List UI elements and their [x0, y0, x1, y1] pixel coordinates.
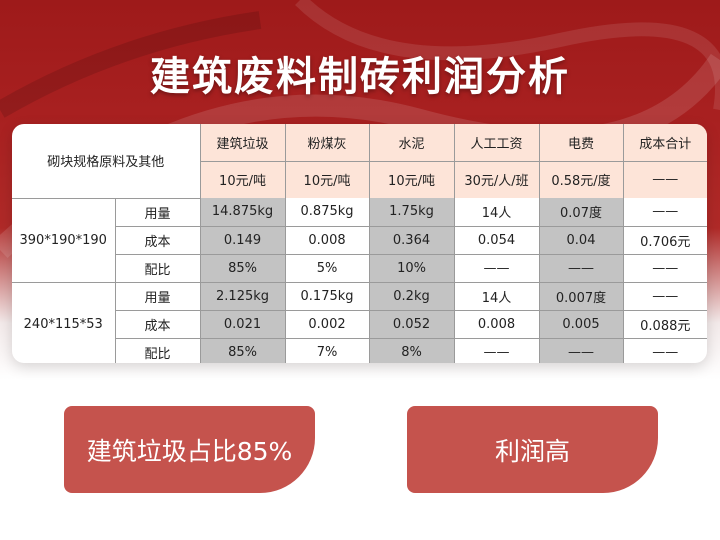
table-cell: 0.008 — [453, 309, 540, 339]
table-cell: 14人 — [453, 198, 540, 227]
table-cell: 0.04 — [538, 225, 624, 255]
table-cell: 0.175kg — [284, 281, 370, 311]
table-row: 成本 0.021 0.002 0.052 0.008 0.005 0.088元 — [12, 309, 707, 339]
table-row: 390*190*190 用量 14.875kg 0.875kg 1.75kg 14人 0.0… — [12, 198, 707, 283]
table-cell: 1.75kg — [368, 198, 455, 227]
row-label: 用量 — [114, 281, 201, 311]
table-cell: 0.021 — [199, 309, 286, 339]
table-cell: 5% — [284, 253, 370, 283]
table-cell: 10% — [368, 253, 455, 283]
table-cell: 0.008 — [284, 225, 370, 255]
table-row: 配比 85% 7% 8% —— —— —— — [12, 337, 707, 363]
header-row: 砌块规格原料及其他 建筑垃圾 粉煤灰 水泥 人工工资 电费 成本合计 — [12, 124, 707, 199]
table-cell: 0.149 — [199, 225, 286, 255]
table-row: 成本 0.149 0.008 0.364 0.054 0.04 0.706元 — [12, 225, 707, 255]
spec-cell: 240*115*53 — [12, 281, 116, 363]
profit-table-card: 砌块规格原料及其他 建筑垃圾 粉煤灰 水泥 人工工资 电费 成本合计 10元/吨… — [12, 124, 707, 363]
table-cell: 14人 — [453, 281, 540, 311]
profit-table: 砌块规格原料及其他 建筑垃圾 粉煤灰 水泥 人工工资 电费 成本合计 10元/吨… — [12, 124, 707, 363]
waste-ratio-button[interactable]: 建筑垃圾占比85% — [64, 406, 315, 493]
col-header: 成本合计 — [622, 124, 707, 162]
price-cell: 10元/吨 — [200, 160, 286, 198]
table-row: 240*115*53 用量 2.125kg 0.175kg 0.2kg 14人 0.007度… — [12, 281, 707, 363]
page-title: 建筑废料制砖利润分析 — [150, 54, 570, 100]
table-cell: 2.125kg — [199, 281, 286, 311]
row-label: 成本 — [115, 309, 201, 339]
table-cell: —— — [538, 337, 624, 363]
table-cell: 0.364 — [368, 225, 455, 255]
table-cell: —— — [622, 281, 707, 311]
table-cell: 0.005 — [538, 309, 624, 339]
price-cell: 30元/人/班 — [453, 160, 540, 198]
price-row: 10元/吨 10元/吨 10元/吨 30元/人/班 0.58元/度 —— — [12, 160, 707, 198]
table-cell: 0.007度 — [538, 281, 624, 311]
table-cell: —— — [622, 198, 707, 227]
table-cell: —— — [453, 253, 540, 283]
table-cell: 0.07度 — [538, 198, 624, 227]
high-profit-button[interactable]: 利润高 — [407, 406, 658, 493]
table-cell: 85% — [199, 253, 286, 283]
table-cell: —— — [622, 337, 707, 363]
col-header: 建筑垃圾 — [199, 124, 286, 162]
corner-header: 砌块规格原料及其他 — [12, 124, 201, 199]
col-header: 水泥 — [368, 124, 455, 162]
col-header: 电费 — [538, 124, 624, 162]
spec-cell: 390*190*190 — [12, 198, 116, 283]
row-label: 用量 — [114, 198, 201, 227]
table-cell: 8% — [368, 337, 455, 363]
table-cell: 0.088元 — [622, 309, 707, 339]
col-header: 人工工资 — [453, 124, 540, 162]
price-cell: —— — [622, 160, 707, 198]
table-cell: —— — [622, 253, 707, 283]
table-cell: 0.875kg — [284, 198, 370, 227]
table-cell: 0.2kg — [368, 281, 455, 311]
row-label: 成本 — [115, 225, 201, 255]
table-cell: 0.002 — [284, 309, 370, 339]
table-cell: —— — [453, 337, 540, 363]
col-header: 粉煤灰 — [284, 124, 370, 162]
table-row: 配比 85% 5% 10% —— —— —— — [12, 253, 707, 283]
table-cell: 7% — [284, 337, 370, 363]
table-cell: —— — [538, 253, 624, 283]
table-cell: 85% — [199, 337, 286, 363]
price-cell: 0.58元/度 — [538, 160, 624, 198]
price-cell: 10元/吨 — [368, 160, 455, 198]
row-label: 配比 — [115, 253, 201, 283]
table-cell: 0.054 — [453, 225, 540, 255]
table-cell: 0.706元 — [622, 225, 707, 255]
row-label: 配比 — [115, 337, 201, 363]
price-cell: 10元/吨 — [284, 160, 370, 198]
table-cell: 0.052 — [368, 309, 455, 339]
table-cell: 14.875kg — [199, 198, 286, 227]
